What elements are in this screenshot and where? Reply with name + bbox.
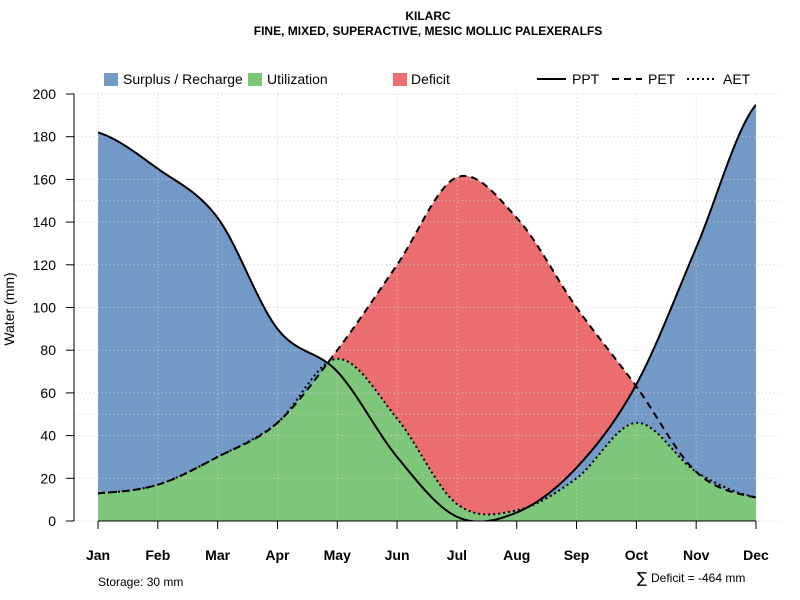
x-tick-label: May <box>324 547 351 563</box>
sum-symbol: ∑ <box>637 569 647 587</box>
series-line-ppt <box>98 104 756 521</box>
legend-label-ppt: PPT <box>572 71 600 87</box>
y-tick-label: 140 <box>33 214 57 230</box>
surplus-area <box>98 104 756 521</box>
x-tick-label: Jun <box>385 547 410 563</box>
x-axis: Jan Feb Mar Apr May Jun Jul Aug Sep Oct Nov Dec <box>86 520 769 563</box>
storage-note: Storage: 30 mm <box>98 575 183 589</box>
legend-label-aet: AET <box>723 71 751 87</box>
x-tick-label: Apr <box>265 547 290 563</box>
chart-subtitle: FINE, MIXED, SUPERACTIVE, MESIC MOLLIC P… <box>254 24 602 38</box>
y-tick-label: 160 <box>33 171 57 187</box>
legend-label-surplus: Surplus / Recharge <box>123 71 243 87</box>
chart-title: KILARC <box>405 9 451 23</box>
legend: Surplus / Recharge Utilization Deficit P… <box>104 71 751 87</box>
x-tick-label: Mar <box>205 547 230 563</box>
legend-swatch-deficit <box>393 73 407 86</box>
x-tick-label: Sep <box>564 547 590 563</box>
y-tick-label: 0 <box>48 513 56 529</box>
legend-label-deficit: Deficit <box>411 71 450 87</box>
y-tick-label: 180 <box>33 129 57 145</box>
y-tick-label: 20 <box>40 470 56 486</box>
y-tick-label: 80 <box>40 342 56 358</box>
x-tick-label: Jul <box>447 547 467 563</box>
y-tick-label: 100 <box>33 300 57 316</box>
x-tick-label: Feb <box>145 547 170 563</box>
x-tick-label: Jan <box>86 547 110 563</box>
deficit-area <box>98 175 756 521</box>
utilization-area <box>98 358 756 521</box>
x-tick-label: Oct <box>625 547 649 563</box>
y-tick-label: 120 <box>33 257 57 273</box>
x-tick-label: Aug <box>503 547 530 563</box>
y-tick-label: 200 <box>33 86 57 102</box>
legend-label-pet: PET <box>648 71 676 87</box>
legend-swatch-surplus <box>104 73 118 86</box>
legend-label-utilization: Utilization <box>267 71 328 87</box>
x-tick-label: Nov <box>683 547 710 563</box>
y-tick-label: 60 <box>40 385 56 401</box>
area-layer <box>98 104 756 521</box>
y-axis-label: Water (mm) <box>1 272 17 345</box>
y-tick-label: 40 <box>40 428 56 444</box>
series-line-aet <box>98 357 756 516</box>
legend-swatch-utilization <box>248 73 262 86</box>
x-tick-label: Dec <box>743 547 769 563</box>
deficit-note: Deficit = -464 mm <box>651 571 745 585</box>
y-axis: 0 20 40 60 80 100 120 140 160 180 200 <box>33 86 75 529</box>
line-layer <box>98 104 756 521</box>
